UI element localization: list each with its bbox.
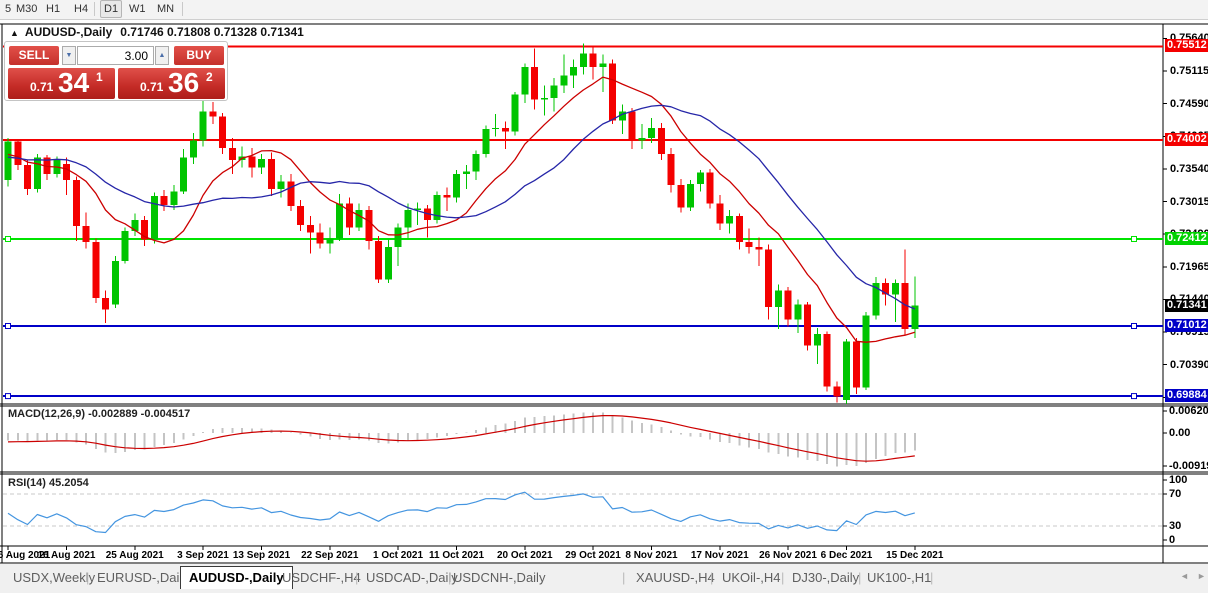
buy-price-box[interactable]: 0.71 36 2	[118, 67, 225, 99]
chart-tab-uk100h1[interactable]: UK100-,H1	[867, 570, 932, 585]
chart-tab-eurusddaily[interactable]: EURUSD-,Daily	[97, 570, 189, 585]
timeframe-button-mn[interactable]: MN	[157, 3, 175, 15]
buy-button[interactable]: BUY	[174, 46, 224, 65]
price-level-badge: 0.69884	[1165, 389, 1208, 403]
date-axis-label: 26 Nov 2021	[759, 550, 817, 561]
sell-price-pipette: 1	[96, 70, 103, 84]
sell-button[interactable]: SELL	[9, 46, 59, 65]
price-axis-tick-label: 0.75115	[1170, 65, 1208, 78]
date-axis-label: 11 Oct 2021	[428, 550, 485, 561]
chart-tab-xauusdh4[interactable]: XAUUSD-,H4	[636, 570, 715, 585]
date-axis-label: 6 Dec 2021	[820, 550, 873, 561]
tab-separator: |	[781, 570, 785, 585]
tab-separator: |	[930, 570, 934, 585]
date-axis-label: 6 Aug 2021	[0, 550, 51, 561]
chart-tab-usdcnhdaily[interactable]: USDCNH-,Daily	[453, 570, 546, 585]
sell-price-box[interactable]: 0.71 34 1	[8, 67, 115, 99]
tab-separator: |	[355, 570, 359, 585]
chart-tab-ukoilh4[interactable]: UKOil-,H4	[722, 570, 781, 585]
date-axis-label: 17 Nov 2021	[690, 550, 749, 561]
price-level-badge: 0.72412	[1165, 232, 1208, 245]
price-level-badge: 0.74002	[1165, 133, 1208, 147]
timeframe-toolbar: 5 M30 H1 H4 D1 W1 MN	[0, 0, 1208, 20]
sell-price-big: 34	[58, 67, 90, 98]
rsi-axis-tick-label: 100	[1169, 474, 1188, 486]
price-level-badge: 0.71341	[1165, 298, 1208, 312]
price-axis-tick-label: 0.73540	[1170, 162, 1208, 175]
price-axis-tick-label: 0.73015	[1170, 195, 1208, 208]
macd-axis-tick-label: 0.006201	[1169, 404, 1208, 417]
price-axis-tick-label: 0.70390	[1170, 358, 1208, 371]
date-axis-label: 16 Aug 2021	[37, 550, 96, 561]
date-axis-label: 13 Sep 2021	[232, 550, 291, 561]
tab-scroll-left-icon[interactable]: ◄	[1180, 571, 1189, 581]
spin-down-icon: ▼	[65, 52, 73, 59]
date-axis-label: 8 Nov 2021	[625, 550, 678, 561]
rsi-axis-tick-label: 30	[1169, 520, 1182, 532]
timeframe-button-5[interactable]: 5	[5, 3, 12, 15]
macd-indicator-label: MACD(12,26,9) -0.002889 -0.004517	[8, 408, 191, 420]
chart-tab-dj30daily[interactable]: DJ30-,Daily	[792, 570, 860, 585]
chart-window: ▲ AUDUSD-,Daily 0.71746 0.71808 0.71328 0.…	[0, 20, 1208, 564]
volume-input[interactable]	[77, 46, 154, 65]
chart-ohlc-values: 0.71746 0.71808 0.71328 0.71341	[120, 25, 304, 39]
buy-price-big: 36	[168, 67, 200, 98]
tab-separator: |	[858, 570, 862, 585]
chart-title: ▲ AUDUSD-,Daily 0.71746 0.71808 0.71328 0.…	[10, 25, 304, 39]
volume-decrease-button[interactable]: ▼	[62, 46, 76, 65]
chart-tab-bar: USDX,Weekly EURUSD-,Daily AUDUSD-,Daily USD…	[0, 564, 1208, 593]
tab-separator: |	[448, 570, 452, 585]
date-axis-label: 1 Oct 2021	[372, 550, 424, 561]
chart-tab-usdxweekly[interactable]: USDX,Weekly	[13, 570, 96, 585]
macd-axis-tick-label: 0.00	[1169, 427, 1191, 439]
chart-tab-usdchfh4[interactable]: USDCHF-,H4	[282, 570, 361, 585]
rsi-axis-tick-label: 70	[1169, 488, 1182, 500]
price-axis-tick-label: 0.74590	[1170, 97, 1208, 110]
sell-price-prefix: 0.71	[30, 80, 54, 94]
timeframe-button-w1[interactable]: W1	[129, 3, 146, 15]
price-level-badge: 0.75512	[1165, 39, 1208, 53]
date-axis-label: 29 Oct 2021	[565, 550, 621, 561]
one-click-trading-panel: SELL ▼ ▲ BUY 0.71 34 1 0.71 36 2	[4, 41, 228, 101]
date-axis-label: 20 Oct 2021	[496, 550, 553, 561]
date-axis-label: 15 Dec 2021	[886, 550, 944, 561]
date-axis-label: 25 Aug 2021	[105, 550, 164, 561]
timeframe-button-m30[interactable]: M30	[16, 3, 38, 15]
toolbar-separator	[182, 2, 183, 16]
buy-price-prefix: 0.71	[140, 80, 164, 94]
spin-up-icon: ▲	[158, 52, 166, 59]
rsi-indicator-label: RSI(14) 45.2054	[8, 477, 89, 489]
date-axis-label: 3 Sep 2021	[177, 550, 229, 561]
timeframe-button-h4[interactable]: H4	[74, 3, 89, 15]
tab-scroll-right-icon[interactable]: ►	[1197, 571, 1206, 581]
chart-tab-audusddaily[interactable]: AUDUSD-,Daily	[180, 566, 293, 589]
volume-increase-button[interactable]: ▲	[155, 46, 169, 65]
tab-separator: |	[86, 570, 90, 585]
chart-symbol-label: AUDUSD-,Daily	[24, 25, 113, 39]
timeframe-button-h1[interactable]: H1	[46, 3, 61, 15]
price-axis-tick-label: 0.71965	[1170, 260, 1208, 273]
collapse-panel-icon[interactable]: ▲	[10, 28, 19, 38]
tab-separator: |	[622, 570, 626, 585]
rsi-axis-tick-label: 0	[1169, 534, 1176, 546]
price-level-badge: 0.71012	[1165, 318, 1208, 332]
macd-axis-tick-label: -0.009197	[1169, 459, 1208, 472]
date-axis-label: 22 Sep 2021	[301, 550, 359, 561]
buy-price-pipette: 2	[206, 70, 213, 84]
chart-tab-usdcaddaily[interactable]: USDCAD-,Daily	[366, 570, 458, 585]
toolbar-separator	[94, 2, 95, 16]
timeframe-button-d1[interactable]: D1	[100, 0, 123, 18]
tab-separator: |	[710, 570, 714, 585]
